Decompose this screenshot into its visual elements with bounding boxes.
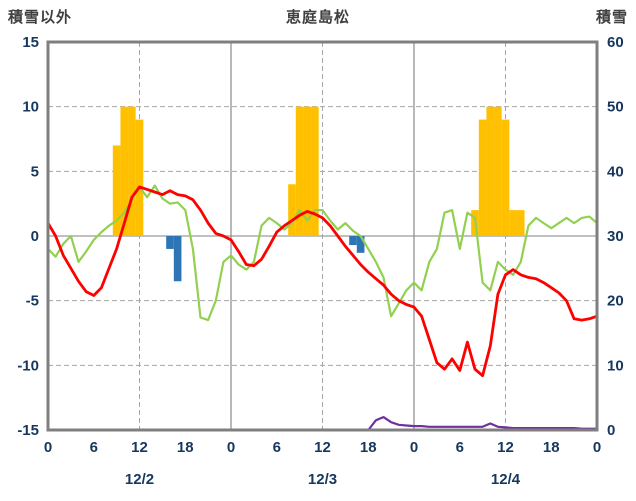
blue_bars-bar — [349, 236, 357, 246]
date-label: 12/4 — [491, 471, 521, 488]
blue_bars-bar — [173, 236, 182, 282]
hour-tick-label: 18 — [360, 439, 377, 456]
yellow_bars-bar — [501, 119, 510, 236]
yellow_bars-bar — [516, 210, 525, 236]
right-axis-title: 積雪 — [595, 9, 628, 26]
right-tick-label: 30 — [607, 228, 624, 245]
yellow_bars-bar — [288, 184, 296, 236]
blue_bars-bar — [166, 236, 174, 249]
hour-tick-label: 0 — [410, 439, 418, 456]
hour-tick-label: 0 — [593, 439, 601, 456]
hour-tick-label: 6 — [90, 439, 98, 456]
yellow_bars-bar — [295, 106, 304, 237]
left-axis-title: 積雪以外 — [8, 9, 73, 26]
plot-border — [46, 40, 599, 432]
hour-tick-label: 12 — [131, 439, 148, 456]
left-tick-label: 5 — [31, 163, 39, 180]
right-tick-label: 40 — [607, 163, 624, 180]
left-tick-label: -15 — [17, 422, 39, 439]
yellow_bars-bar — [509, 210, 517, 236]
left-tick-label: 15 — [22, 34, 39, 51]
hour-tick-label: 12 — [497, 439, 514, 456]
yellow_bars-bar — [120, 106, 129, 237]
left-tick-label: -5 — [26, 293, 39, 310]
date-label: 12/3 — [308, 471, 337, 488]
left-tick-label: -10 — [17, 357, 39, 374]
yellow_bars-bar — [311, 106, 319, 237]
yellow_bars-bar — [303, 106, 312, 237]
hour-tick-label: 0 — [227, 439, 235, 456]
date-label: 12/2 — [125, 471, 154, 488]
right-tick-label: 50 — [607, 99, 624, 116]
right-tick-label: 60 — [607, 34, 624, 51]
yellow_bars-bar — [486, 106, 495, 237]
right-tick-label: 10 — [607, 357, 624, 374]
hour-tick-label: 18 — [177, 439, 194, 456]
chart-title: 恵庭島松 — [285, 9, 350, 26]
left-tick-label: 0 — [31, 228, 39, 245]
left-tick-label: 10 — [22, 99, 39, 116]
hour-tick-label: 6 — [273, 439, 281, 456]
hour-tick-label: 6 — [456, 439, 464, 456]
red_line — [46, 185, 599, 378]
yellow_bars-bar — [112, 145, 121, 236]
hour-tick-label: 18 — [543, 439, 560, 456]
yellow_bars-bar — [494, 106, 502, 237]
blue_bars-bar — [356, 236, 365, 253]
hour-tick-label: 0 — [44, 439, 52, 456]
hour-tick-label: 12 — [314, 439, 331, 456]
right-tick-label: 0 — [607, 422, 615, 439]
yellow_bars-bar — [128, 106, 136, 237]
yellow_bars-bar — [135, 119, 144, 236]
right-tick-label: 20 — [607, 293, 624, 310]
yellow_bars-bar — [478, 119, 487, 236]
